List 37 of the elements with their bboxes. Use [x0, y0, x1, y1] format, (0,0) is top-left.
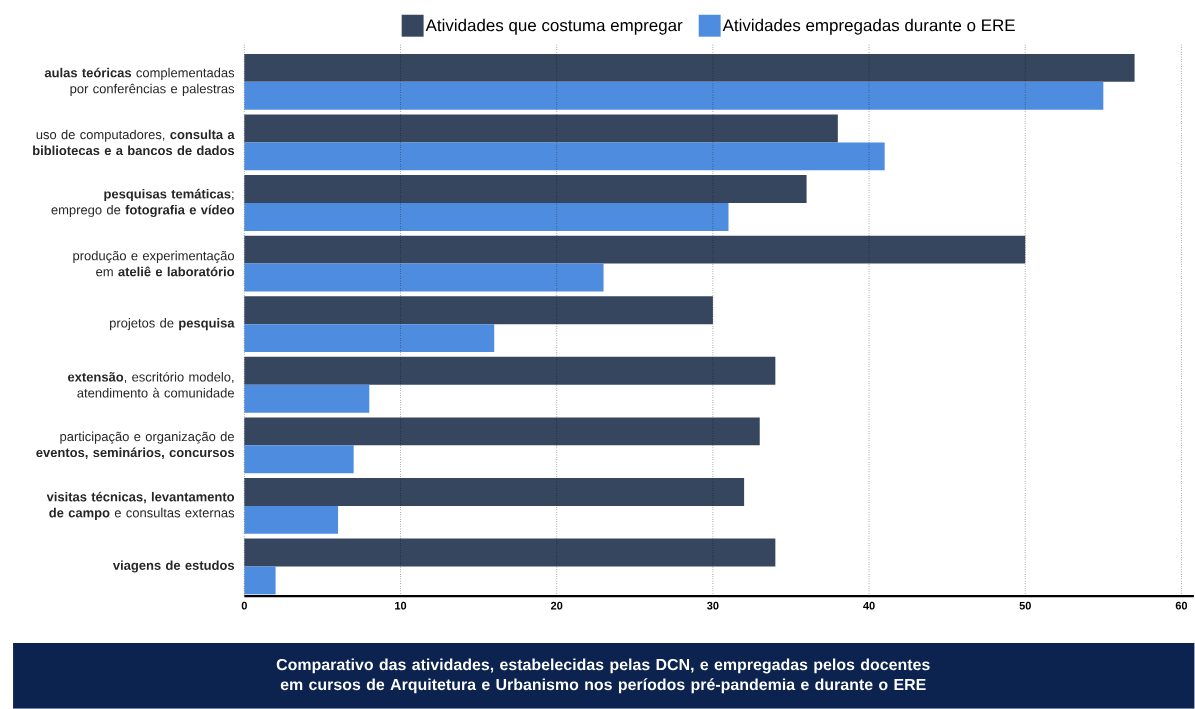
x-tick-label: 50	[1019, 601, 1031, 610]
bar	[244, 445, 354, 474]
bar	[244, 53, 1135, 82]
bar	[244, 538, 776, 567]
x-tick-label: 20	[550, 601, 563, 610]
bar	[244, 356, 776, 385]
bar	[244, 114, 838, 143]
bar	[244, 296, 713, 325]
x-tick-label: 0	[241, 601, 247, 610]
bar	[244, 505, 339, 534]
category-label: pesquisas temáticas; emprego de fotografia e vídeo	[51, 188, 235, 218]
y-tick-label: extensão, escritório modelo, atendimento à comunidade	[68, 372, 234, 398]
bar	[244, 235, 1026, 264]
y-tick-label: viagens de estudos	[112, 560, 235, 573]
bar	[244, 478, 745, 506]
legend-label: Atividades que costuma empregar	[425, 18, 683, 35]
bar	[244, 142, 885, 171]
legend-label: Atividades empregadas durante o ERE	[722, 18, 1015, 35]
y-tick-label: aulas teóricas complementadas por conferências e palestras	[44, 67, 235, 96]
y-tick-label: produção e experimentação em ateliê e laboratório	[73, 250, 235, 277]
x-tick-label: 40	[863, 601, 875, 610]
y-tick-label: visitas técnicas, levantamento de campo e consultas externas	[46, 491, 235, 521]
y-tick-label: participação e organização de eventos, seminários, concursos	[36, 431, 235, 460]
bar	[244, 203, 729, 231]
bar	[244, 324, 495, 353]
bar	[244, 384, 370, 413]
x-tick-label: 30	[707, 601, 719, 610]
bar	[244, 417, 760, 446]
y-tick-label: projetos de pesquisa	[110, 318, 235, 331]
bar	[244, 175, 807, 204]
x-tick-label: 10	[395, 601, 407, 610]
text: Comparativo das atividades, estabelecidas pelas DCN, e empregadas pelos docentes em cursos de Arquitetura e Urbanismo nos períodos pré-pandemia e durante o ERE	[276, 658, 930, 694]
x-tick-label: 60	[1175, 601, 1188, 610]
bar	[244, 81, 1104, 110]
bar	[244, 566, 276, 595]
y-tick-label: uso de computadores, consulta a bibliotecas e a bancos de dados	[33, 129, 235, 156]
bar	[244, 263, 604, 292]
